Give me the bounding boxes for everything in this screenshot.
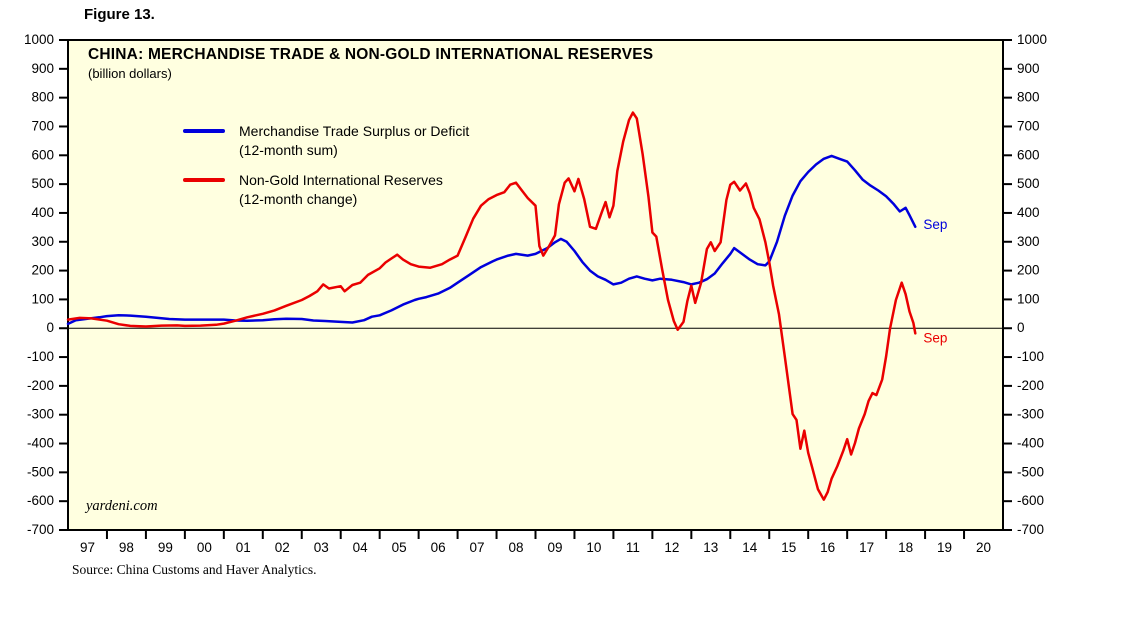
legend-sublabel-reserves: (12-month change) [239,190,358,207]
y-axis-tick-label-left: 300 [31,234,54,249]
reserves-line-end-label: Sep [923,330,947,345]
y-axis-tick-label-right: 1000 [1017,32,1047,47]
legend-text-reserves: Non-Gold International Reserves (12-mont… [239,171,443,209]
x-axis-tick-label: 05 [392,540,407,555]
y-axis-tick-label-right: -500 [1017,464,1044,479]
reserves-line [66,111,917,501]
y-axis-tick-label-right: -200 [1017,378,1044,393]
trade-line-end-label: Sep [923,217,947,232]
x-axis-tick-label: 01 [236,540,251,555]
x-axis-tick-label: 20 [976,540,991,555]
x-axis-tick-label: 14 [742,540,758,555]
x-axis-tick-label: 03 [314,540,329,555]
x-axis-tick-label: 00 [197,540,212,555]
chart-subtitle: (billion dollars) [88,66,172,81]
x-axis-tick-label: 02 [275,540,290,555]
x-axis-tick-label: 13 [703,540,718,555]
legend-text-trade: Merchandise Trade Surplus or Deficit (12… [239,122,469,160]
y-axis-tick-label-left: -200 [27,378,54,393]
x-axis-tick-label: 16 [820,540,835,555]
y-axis-tick-label-right: 300 [1017,234,1040,249]
y-axis-tick-label-left: 900 [31,61,54,76]
y-axis-tick-label-left: 100 [31,291,54,306]
y-axis-tick-label-right: 700 [1017,118,1040,133]
x-axis-tick-label: 09 [547,540,562,555]
y-axis-tick-label-right: -700 [1017,522,1044,537]
y-axis-tick-label-left: 600 [31,147,54,162]
legend-entry-trade: Merchandise Trade Surplus or Deficit (12… [183,122,469,160]
legend: Merchandise Trade Surplus or Deficit (12… [183,122,469,209]
x-axis-tick-label: 07 [470,540,485,555]
legend-swatch-red-line [183,177,225,182]
y-axis-tick-label-right: -300 [1017,407,1044,422]
x-axis-tick-label: 97 [80,540,95,555]
y-axis-tick-label-right: 200 [1017,263,1040,278]
y-axis-tick-label-right: 800 [1017,90,1040,105]
y-axis-tick-label-right: -100 [1017,349,1044,364]
legend-swatch-blue-line [183,129,225,133]
y-axis-tick-label-left: -500 [27,464,54,479]
x-axis-tick-label: 19 [937,540,952,555]
legend-entry-reserves: Non-Gold International Reserves (12-mont… [183,171,469,209]
x-axis-tick-label: 12 [664,540,679,555]
y-axis-tick-label-left: 0 [46,320,54,335]
y-axis-tick-label-right: 100 [1017,291,1040,306]
x-axis-tick-label: 06 [431,540,446,555]
trade-surplus-line [66,154,917,326]
x-axis-tick-label: 08 [509,540,524,555]
y-axis-tick-label-right: 0 [1017,320,1025,335]
y-axis-tick-label-left: -400 [27,436,54,451]
figure-label: Figure 13. [84,6,155,23]
source-note: Source: China Customs and Haver Analytic… [72,562,317,577]
y-axis-tick-label-left: -600 [27,493,54,508]
plot-area [67,39,1004,531]
y-axis-tick-label-left: 200 [31,263,54,278]
y-axis-tick-label-right: 500 [1017,176,1040,191]
chart-title: CHINA: MERCHANDISE TRADE & NON-GOLD INTE… [88,46,654,63]
y-axis-tick-label-left: 800 [31,90,54,105]
y-axis-tick-label-left: -700 [27,522,54,537]
x-axis-tick-label: 04 [353,540,369,555]
y-axis-tick-label-left: 700 [31,118,54,133]
x-axis-tick-label: 18 [898,540,913,555]
x-axis-tick-label: 99 [158,540,173,555]
legend-sublabel-trade: (12-month sum) [239,141,338,158]
x-axis-tick-label: 98 [119,540,134,555]
y-axis-tick-label-left: -300 [27,407,54,422]
legend-label-trade: Merchandise Trade Surplus or Deficit [239,123,470,139]
watermark: yardeni.com [86,498,158,514]
x-axis-tick-label: 15 [781,540,796,555]
y-axis-tick-label-right: -400 [1017,436,1044,451]
x-axis-tick-label: 17 [859,540,874,555]
y-axis-tick-label-right: 400 [1017,205,1040,220]
y-axis-tick-label-right: 900 [1017,61,1040,76]
y-axis-tick-label-left: 400 [31,205,54,220]
y-axis-tick-label-right: 600 [1017,147,1040,162]
y-axis-tick-label-left: -100 [27,349,54,364]
x-axis-tick-label: 11 [626,540,640,555]
y-axis-tick-label-right: -600 [1017,493,1044,508]
y-axis-tick-label-left: 500 [31,176,54,191]
legend-label-reserves: Non-Gold International Reserves [239,171,443,188]
x-axis-tick-label: 10 [586,540,601,555]
y-axis-tick-label-left: 1000 [24,32,54,47]
